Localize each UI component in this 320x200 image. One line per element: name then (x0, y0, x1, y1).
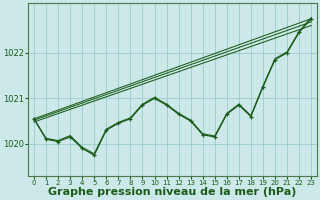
X-axis label: Graphe pression niveau de la mer (hPa): Graphe pression niveau de la mer (hPa) (48, 187, 297, 197)
